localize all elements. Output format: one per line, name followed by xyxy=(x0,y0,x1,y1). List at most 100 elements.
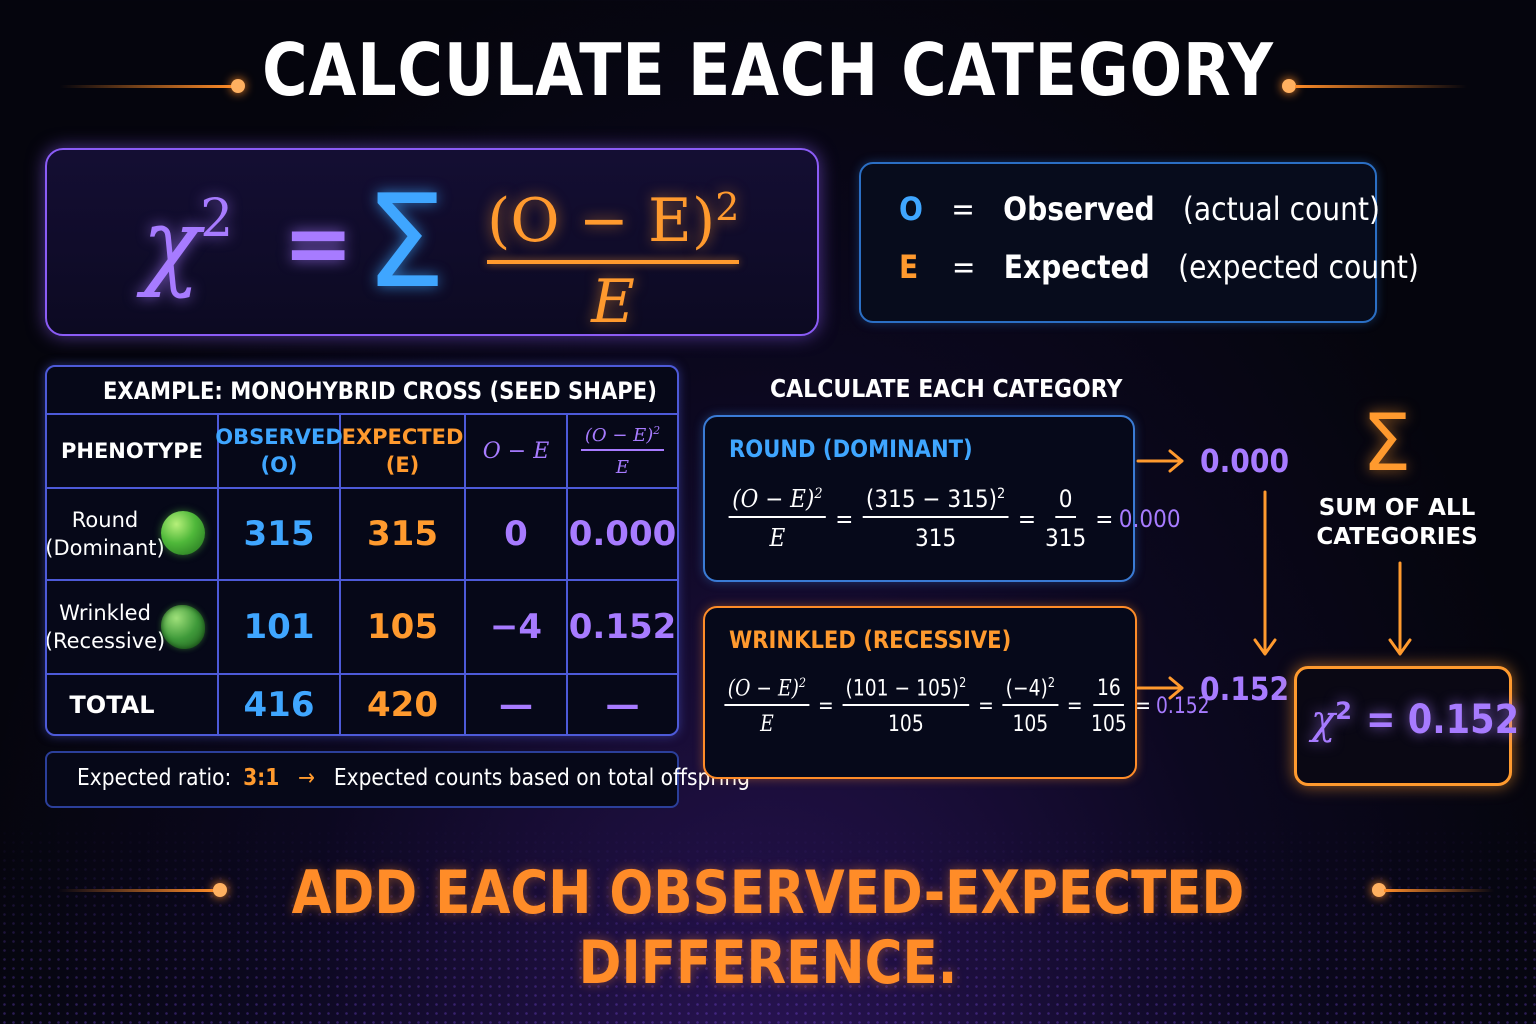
table-divider xyxy=(464,413,466,734)
row-total-observed: 416 xyxy=(243,684,315,725)
wrinkled-sub-num: (101 − 105)2 xyxy=(842,676,970,707)
header-observed-line1: OBSERVED xyxy=(215,425,343,449)
table-caption: EXAMPLE: MONOHYBRID CROSS (SEED SHAPE) xyxy=(103,377,657,405)
wrinkled-mid-num: (−4)2 xyxy=(1002,676,1059,707)
header-expected: EXPECTED (E) xyxy=(341,415,464,487)
table-divider xyxy=(339,413,341,734)
example-table: EXAMPLE: MONOHYBRID CROSS (SEED SHAPE) P… xyxy=(45,365,679,736)
wrinkled-calculation-card: WRINKLED (RECESSIVE) (O − E)2 E = (101 −… xyxy=(703,606,1210,779)
row-total-contrib: — xyxy=(605,684,640,725)
row-round-label-line1: Round xyxy=(71,508,139,532)
arrow-right-icon xyxy=(1136,676,1184,700)
row-total-expected: 420 xyxy=(367,684,438,725)
round-sub-num-text: (315 − 315) xyxy=(865,485,998,513)
table-divider xyxy=(217,413,219,734)
round-formula-fraction: (O − E)2 E xyxy=(728,485,827,552)
wrinkled-formula-fraction: (O − E)2 E xyxy=(724,676,810,738)
title-left-dot xyxy=(231,79,245,93)
arrow-down-icon xyxy=(1388,561,1412,656)
bottom-right-line xyxy=(1384,889,1494,892)
round-reduced-num: 0 xyxy=(1055,485,1077,518)
header-ratio: (O − E)2 E xyxy=(568,415,677,487)
title-left-line xyxy=(60,85,232,88)
round-formula-pow: 2 xyxy=(814,486,823,502)
table-divider xyxy=(47,413,677,415)
sum-sigma-icon: Σ xyxy=(1362,399,1412,489)
legend-observed-row: O = Observed (actual count) xyxy=(899,190,1380,228)
wrinkled-formula-num-text: (O − E) xyxy=(727,676,799,702)
wrinkled-eq2: = xyxy=(978,694,994,720)
wrinkled-reduced-den: 105 xyxy=(1091,712,1127,738)
legend-o-desc: (actual count) xyxy=(1182,190,1381,228)
formula-numerator: (O − E)2 xyxy=(487,172,739,256)
row-round-contrib: 0.000 xyxy=(568,514,677,554)
dotted-wave-background xyxy=(0,820,1536,1024)
round-pea-icon xyxy=(161,511,205,555)
row-wrinkled-label-line1: Wrinkled xyxy=(59,601,151,625)
legend-o-equals: = xyxy=(951,190,975,228)
header-o-minus-e: O − E xyxy=(482,438,550,464)
table-divider xyxy=(47,579,677,581)
wrinkled-formula-num: (O − E)2 xyxy=(724,676,810,707)
row-wrinkled-label: Wrinkled (Recessive) xyxy=(47,581,165,673)
table-divider xyxy=(47,673,677,675)
flow-arrows xyxy=(1136,449,1412,700)
formula-chi-symbol: χ xyxy=(142,188,201,300)
formula-fraction-bar xyxy=(487,260,739,264)
round-card-title: ROUND (DOMINANT) xyxy=(729,435,973,463)
arrow-right-icon: → xyxy=(298,765,316,791)
row-wrinkled-expected: 105 xyxy=(367,607,438,647)
wrinkled-reduced-fraction: 16 105 xyxy=(1091,676,1127,737)
legend-e-equals: = xyxy=(951,248,976,286)
round-sub-den: 315 xyxy=(914,524,957,552)
bottom-left-line xyxy=(58,889,216,892)
row-round-diff: 0 xyxy=(504,514,528,554)
row-total-label: TOTAL xyxy=(69,690,155,719)
row-wrinkled-contrib: 0.152 xyxy=(568,607,677,647)
header-ratio-fraction: (O − E)2 E xyxy=(580,424,665,478)
row-round-expected: 315 xyxy=(367,514,438,554)
title-right-dot xyxy=(1282,79,1296,93)
round-formula-den: E xyxy=(769,524,786,552)
sum-label: SUM OF ALL CATEGORIES xyxy=(1312,494,1482,552)
table-divider xyxy=(566,413,568,734)
round-calc-row: (O − E)2 E = (315 − 315)2 315 = 0 315 = … xyxy=(725,485,1181,552)
arrow-down-icon xyxy=(1253,490,1277,656)
header-phenotype-text: PHENOTYPE xyxy=(60,439,203,463)
final-result: χ2 = 0.152 xyxy=(1311,697,1536,743)
legend-e-symbol: E xyxy=(899,248,919,286)
wrinkled-pea-icon xyxy=(161,605,205,649)
bottom-left-dot xyxy=(213,883,227,897)
row-wrinkled-observed: 101 xyxy=(243,607,315,647)
header-expected-line2: (E) xyxy=(385,453,420,477)
final-result-box: χ2 = 0.152 xyxy=(1294,666,1519,786)
round-reduced-den: 315 xyxy=(1044,524,1087,552)
wrinkled-calc-row: (O − E)2 E = (101 − 105)2 105 = (−4)2 10… xyxy=(721,676,1210,737)
note-text: Expected counts based on total offspring xyxy=(333,765,751,791)
round-formula-num: (O − E)2 xyxy=(728,485,827,518)
wrinkled-formula-den: E xyxy=(760,712,774,738)
wrinkled-result: 0.152 xyxy=(1156,694,1210,720)
note-prefix: Expected ratio: xyxy=(77,765,232,791)
row-round-label-line2: (Dominant) xyxy=(45,536,165,560)
legend-e-name: Expected xyxy=(1003,248,1150,286)
formula-numerator-power: 2 xyxy=(715,185,740,229)
result-chi: χ xyxy=(1311,697,1336,744)
expected-ratio-note: Expected ratio: 3:1 → Expected counts ba… xyxy=(45,751,750,808)
round-formula-num-text: (O − E) xyxy=(732,485,815,513)
legend-o-symbol: O xyxy=(899,190,923,228)
formula-equals: = xyxy=(283,194,354,292)
round-substituted-fraction: (315 − 315)2 315 xyxy=(862,485,1009,552)
header-observed-line2: (O) xyxy=(260,453,298,477)
wrinkled-sub-num-text: (101 − 105) xyxy=(845,676,960,702)
sigma-icon: Σ xyxy=(365,168,446,317)
formula-numerator-text: (O − E) xyxy=(487,186,716,256)
wrinkled-eq3: = xyxy=(1066,694,1083,720)
table-divider xyxy=(47,487,677,489)
row-round-label: Round (Dominant) xyxy=(47,489,165,579)
wrinkled-reduced-num: 16 xyxy=(1093,676,1125,707)
round-sub-num: (315 − 315)2 xyxy=(862,485,1009,518)
chi-square-formula-box: χ 2 = Σ (O − E)2 E xyxy=(45,148,819,336)
formula-denominator: E xyxy=(591,267,635,337)
header-phenotype: PHENOTYPE xyxy=(47,415,217,487)
